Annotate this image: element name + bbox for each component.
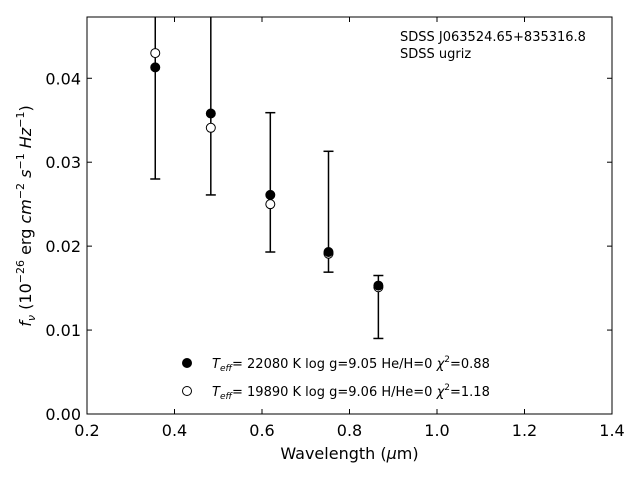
y-axis-ticks: 0.00 0.01 0.02 0.03 0.04 (45, 69, 612, 424)
y-tick-label: 0.02 (45, 237, 81, 256)
x-tick-label: 1.2 (512, 421, 537, 440)
open-point (150, 48, 161, 59)
legend: Teff= 22080 K log g=9.05 He/H=0 χ2=0.88 … (182, 355, 490, 402)
x-tick-label: 0.4 (162, 421, 187, 440)
photometry-annotation: SDSS ugriz (400, 47, 471, 62)
open-point (265, 199, 276, 210)
x-tick-label: 0.8 (337, 421, 362, 440)
data-markers (150, 48, 384, 293)
open-point (205, 122, 216, 133)
legend-entry-2-params: = 19890 K log g=9.06 H/He=0 (232, 385, 437, 400)
error-bars (150, 17, 384, 340)
x-axis-label: Wavelength (μm) (280, 444, 418, 463)
legend-entry-1-chi: =0.88 (450, 357, 490, 372)
filled-point (373, 280, 384, 291)
y-axis-label: fν (10−26 erg cm−2 s−1 Hz−1) (14, 105, 38, 326)
legend-entry-1-params: = 22080 K log g=9.05 He/H=0 (232, 357, 437, 372)
x-tick-label: 1.0 (424, 421, 449, 440)
filled-point (265, 189, 276, 200)
filled-point (323, 247, 334, 258)
x-tick-label: 1.4 (599, 421, 624, 440)
object-name-annotation: SDSS J063524.65+835316.8 (400, 30, 586, 45)
y-tick-label: 0.00 (45, 405, 81, 424)
filled-point (205, 108, 216, 119)
legend-entry-1: Teff= 22080 K log g=9.05 He/H=0 χ2=0.88 (212, 355, 490, 374)
legend-marker-open (182, 386, 192, 396)
legend-entry-2-chi: =1.18 (450, 385, 490, 400)
x-tick-label: 0.2 (74, 421, 99, 440)
plot-frame (86, 16, 613, 415)
y-tick-label: 0.01 (45, 321, 81, 340)
x-axis-ticks: 0.2 0.4 0.6 0.8 1.0 1.2 1.4 (74, 17, 625, 440)
legend-marker-filled (182, 358, 192, 368)
legend-entry-2: Teff= 19890 K log g=9.06 H/He=0 χ2=1.18 (212, 383, 490, 402)
filled-point (150, 62, 161, 73)
y-tick-label: 0.03 (45, 153, 81, 172)
y-tick-label: 0.04 (45, 69, 81, 88)
x-tick-label: 0.6 (249, 421, 274, 440)
